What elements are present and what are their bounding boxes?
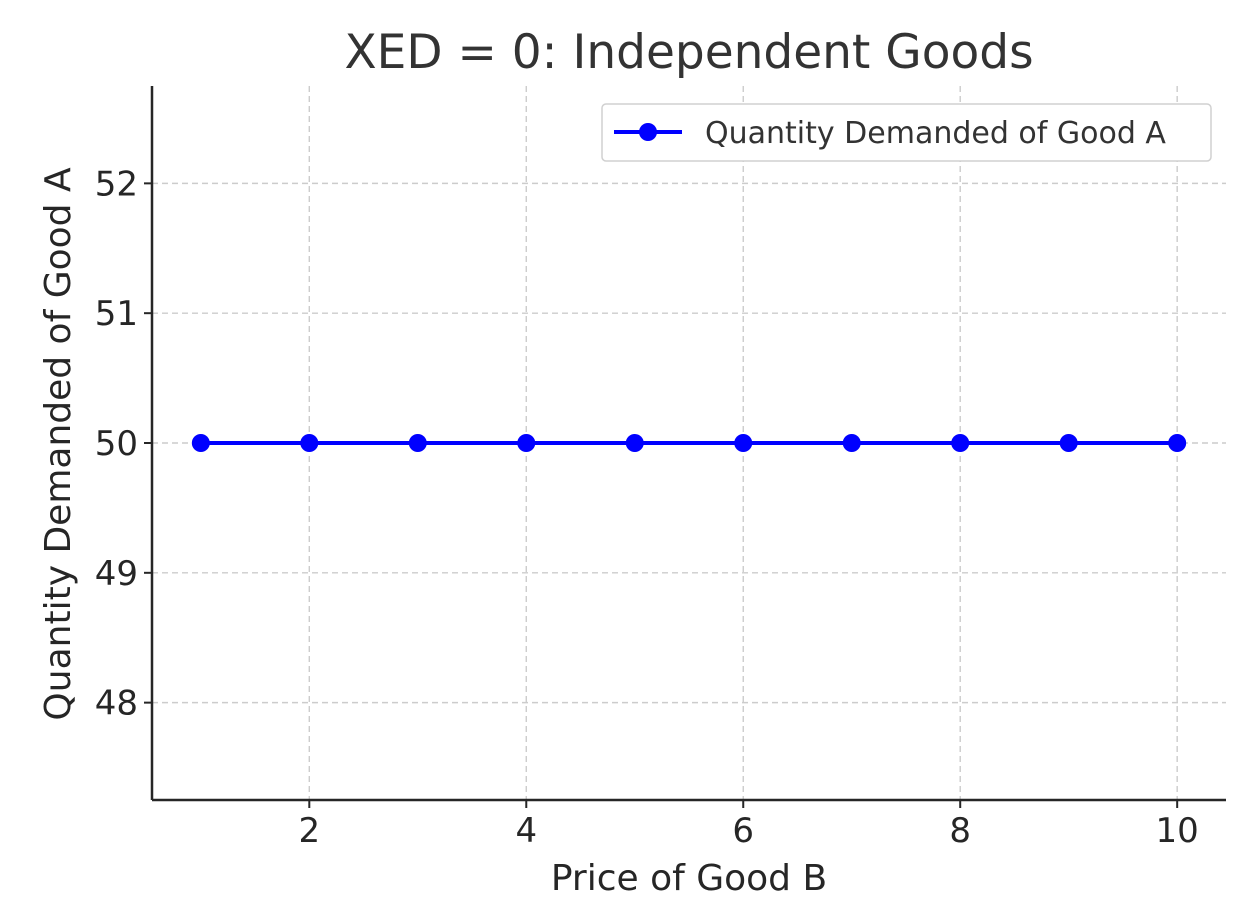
data-point [191, 434, 210, 452]
y-tick-label: 51 [95, 294, 138, 334]
data-point [625, 434, 644, 452]
x-tick-label: 10 [1156, 811, 1199, 851]
x-axis-title: Price of Good B [551, 858, 827, 899]
data-point [300, 434, 319, 452]
data-point [1059, 434, 1078, 452]
y-tick-label: 48 [95, 684, 138, 724]
y-tick-label: 50 [95, 424, 138, 464]
data-point [842, 434, 861, 452]
x-axis-ticks: 2 4 6 8 10 [298, 800, 1199, 851]
y-axis-ticks: 48 49 50 51 52 [95, 164, 152, 724]
y-tick-label: 52 [95, 164, 138, 204]
chart-title: XED = 0: Independent Goods [344, 25, 1033, 80]
data-point [408, 434, 427, 452]
y-tick-label: 49 [95, 554, 138, 594]
x-tick-label: 4 [515, 811, 537, 851]
y-axis-title: Quantity Demanded of Good A [38, 167, 79, 721]
data-point [734, 434, 753, 452]
x-tick-label: 2 [298, 811, 320, 851]
data-point [517, 434, 536, 452]
legend-marker-swatch [639, 123, 657, 141]
legend-label: Quantity Demanded of Good A [705, 116, 1166, 151]
legend-frame [601, 103, 1212, 162]
data-point [1168, 434, 1187, 452]
x-tick-label: 8 [949, 811, 971, 851]
data-series [191, 434, 1187, 452]
legend: Quantity Demanded of Good A [601, 103, 1212, 162]
data-point [951, 434, 970, 452]
x-tick-label: 6 [732, 811, 754, 851]
